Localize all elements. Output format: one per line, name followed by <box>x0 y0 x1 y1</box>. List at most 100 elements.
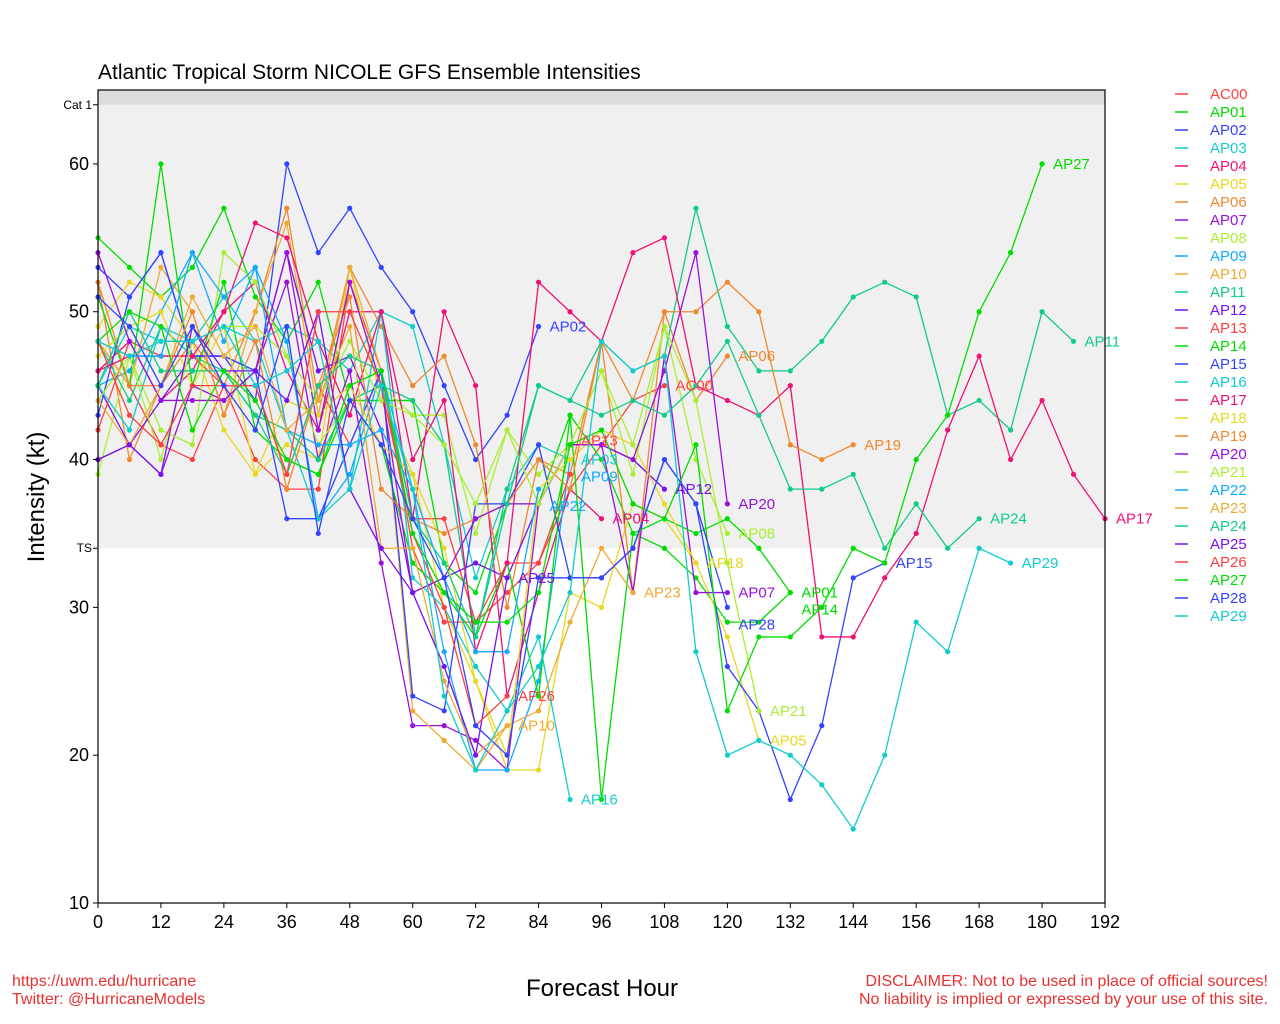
data-point <box>473 649 479 655</box>
legend-item: AP21 <box>1175 464 1247 481</box>
data-point <box>378 368 384 374</box>
data-point <box>473 501 479 507</box>
data-point <box>473 752 479 758</box>
data-point <box>473 723 479 729</box>
data-point <box>252 383 258 389</box>
data-point <box>441 442 447 448</box>
legend-label: AP13 <box>1210 320 1247 337</box>
data-point <box>535 693 542 699</box>
data-point <box>473 530 479 537</box>
data-point <box>882 545 888 551</box>
legend-label: AP20 <box>1210 446 1247 463</box>
data-point <box>378 560 384 566</box>
data-point <box>661 412 668 418</box>
legend-item: AP07 <box>1175 212 1247 229</box>
data-point <box>756 634 762 640</box>
threshold-label: TS <box>77 541 92 555</box>
data-point <box>126 294 133 300</box>
data-point <box>661 383 668 389</box>
data-point <box>126 309 133 315</box>
data-point <box>819 486 825 492</box>
data-point <box>126 353 133 359</box>
legend-label: AP21 <box>1210 464 1247 481</box>
data-point <box>126 456 133 463</box>
data-point <box>347 383 353 389</box>
data-point <box>221 368 227 374</box>
twitter-handle[interactable]: Twitter: @HurricaneModels <box>12 991 206 1008</box>
data-point <box>598 442 605 448</box>
data-point <box>598 796 605 803</box>
data-point <box>1039 397 1045 404</box>
data-point <box>284 516 290 522</box>
series-end-label-ap28: AP28 <box>738 616 775 633</box>
data-point <box>567 796 573 803</box>
data-point <box>787 796 793 803</box>
data-point <box>661 545 668 551</box>
data-point <box>158 309 164 315</box>
data-point <box>630 442 636 448</box>
data-point <box>221 338 227 344</box>
data-point <box>441 545 447 551</box>
data-point <box>535 560 542 566</box>
data-point <box>819 604 825 610</box>
data-point <box>473 737 479 744</box>
legend-item: AP15 <box>1175 356 1247 373</box>
data-point <box>252 264 258 270</box>
data-point <box>347 471 353 477</box>
data-point <box>410 589 416 596</box>
legend-label: AP02 <box>1210 122 1247 139</box>
data-point <box>850 471 856 477</box>
data-point <box>976 516 982 522</box>
data-point <box>284 161 290 167</box>
data-point <box>535 663 542 670</box>
data-point <box>441 383 447 389</box>
series-end-label-ap22: AP22 <box>550 498 587 515</box>
data-point <box>189 427 196 433</box>
data-point <box>284 323 290 330</box>
data-point <box>378 264 384 270</box>
data-point <box>126 442 133 448</box>
data-point <box>473 663 479 670</box>
legend-label: AP12 <box>1210 302 1247 319</box>
data-point <box>189 353 196 359</box>
data-point <box>284 220 290 226</box>
data-point <box>724 516 730 522</box>
data-point <box>756 708 762 714</box>
legend-label: AP19 <box>1210 428 1247 445</box>
data-point <box>1039 309 1045 315</box>
legend-item: AP11 <box>1175 284 1246 301</box>
data-point <box>661 486 668 492</box>
data-point <box>252 397 258 404</box>
data-point <box>441 589 447 596</box>
data-point <box>441 678 447 684</box>
series-end-label-ap05: AP05 <box>770 732 807 749</box>
legend-label: AP17 <box>1210 392 1247 409</box>
data-point <box>504 412 510 418</box>
series-end-label-ap12: AP12 <box>675 481 712 498</box>
data-point <box>284 250 290 256</box>
data-point <box>221 309 227 315</box>
legend-label: AP27 <box>1210 572 1247 589</box>
data-point <box>787 442 793 448</box>
legend-label: AP07 <box>1210 212 1247 229</box>
website-link[interactable]: https://uwm.edu/hurricane <box>12 973 197 990</box>
data-point <box>913 530 919 537</box>
data-point <box>189 338 196 344</box>
data-point <box>410 693 416 699</box>
data-point <box>976 353 982 359</box>
data-point <box>630 368 636 374</box>
legend-item: AP24 <box>1175 518 1247 535</box>
legend-item: AP22 <box>1175 482 1247 499</box>
legend-item: AP17 <box>1175 392 1247 409</box>
data-point <box>598 456 605 463</box>
data-point <box>473 456 479 463</box>
data-point <box>315 412 321 418</box>
legend-item: AP01 <box>1175 104 1247 121</box>
data-point <box>158 368 164 374</box>
data-point <box>158 383 164 389</box>
data-point <box>945 649 951 655</box>
data-point <box>189 323 196 330</box>
data-point <box>724 589 730 596</box>
data-point <box>473 442 479 448</box>
data-point <box>252 294 258 300</box>
